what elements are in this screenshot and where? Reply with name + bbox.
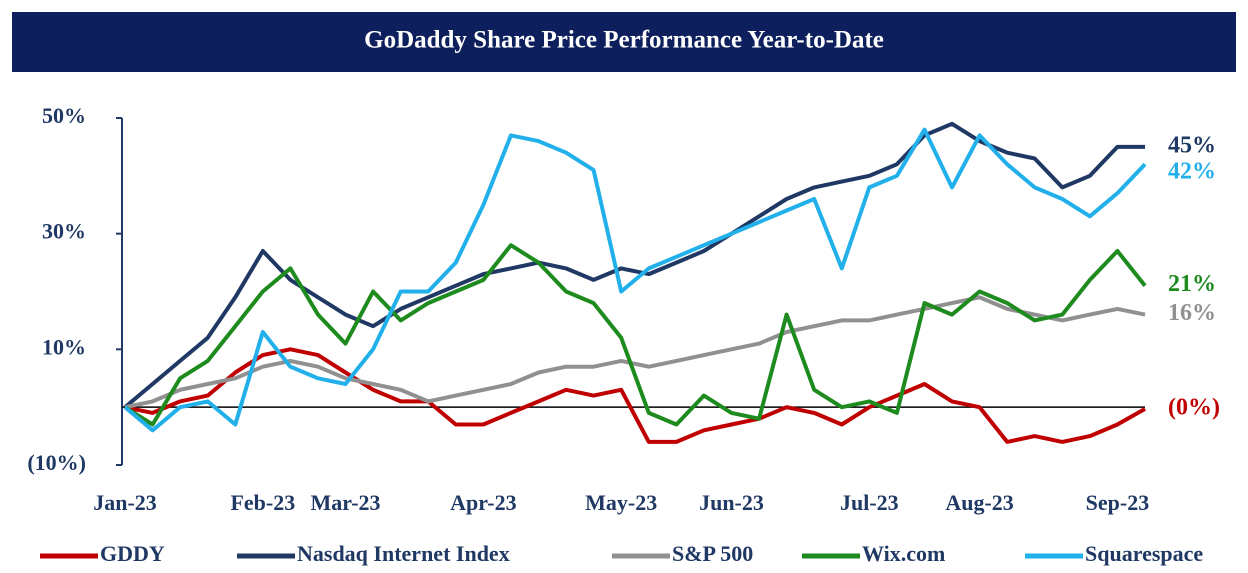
x-tick-label: Sep-23 bbox=[1086, 490, 1150, 515]
y-tick-label: 30% bbox=[42, 219, 86, 244]
x-tick-label: Jan-23 bbox=[93, 490, 157, 515]
x-tick-label: Mar-23 bbox=[311, 490, 381, 515]
y-tick-label: (10%) bbox=[27, 450, 86, 475]
end-label: 16% bbox=[1168, 300, 1216, 326]
legend-label: S&P 500 bbox=[672, 541, 753, 566]
y-tick-label: 50% bbox=[42, 103, 86, 128]
x-tick-label: Feb-23 bbox=[230, 490, 295, 515]
x-tick-label: Aug-23 bbox=[945, 490, 1013, 515]
chart-title: GoDaddy Share Price Performance Year-to-… bbox=[364, 27, 884, 54]
series-line bbox=[123, 243, 1147, 427]
series-line bbox=[123, 127, 1147, 433]
legend-label: GDDY bbox=[100, 541, 165, 566]
end-label: (0%) bbox=[1168, 394, 1220, 420]
series-line bbox=[124, 295, 1146, 410]
title-bar bbox=[12, 12, 1236, 72]
x-tick-label: Jun-23 bbox=[699, 490, 764, 515]
end-label: 42% bbox=[1168, 158, 1216, 184]
series-line bbox=[123, 121, 1145, 409]
legend-label: Wix.com bbox=[862, 541, 945, 566]
legend-label: Squarespace bbox=[1085, 541, 1203, 566]
y-tick-label: 10% bbox=[42, 334, 86, 359]
x-tick-label: Apr-23 bbox=[450, 490, 516, 515]
end-label: 21% bbox=[1168, 271, 1216, 297]
series-line bbox=[124, 347, 1146, 444]
x-tick-label: Jul-23 bbox=[840, 490, 899, 515]
legend-label: Nasdaq Internet Index bbox=[297, 541, 510, 566]
end-label: 45% bbox=[1168, 132, 1216, 158]
x-tick-label: May-23 bbox=[585, 490, 657, 515]
